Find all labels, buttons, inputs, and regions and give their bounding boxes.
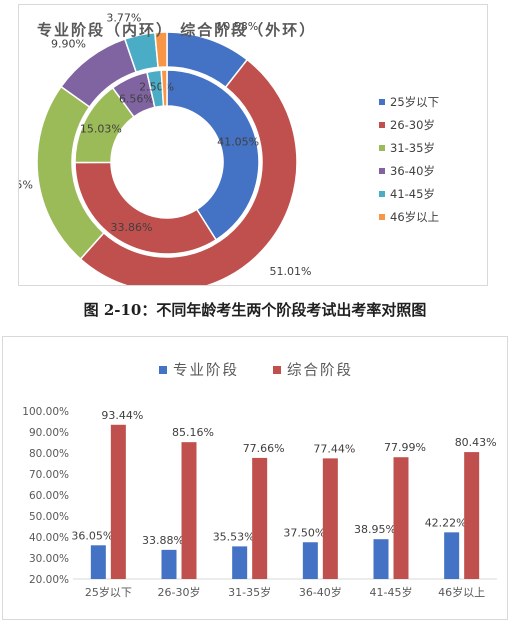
- x-tick-label: 25岁以下: [85, 585, 132, 599]
- inner-ring-slice: [74, 161, 218, 255]
- x-tick-label: 31-35岁: [228, 585, 271, 599]
- bar-professional: [444, 532, 460, 579]
- bar-data-label: 93.44%: [101, 409, 143, 422]
- donut-chart-panel: 专业阶段（内环） 综合阶段（外环） 41.05% 33.86% 15.03% 6.56…: [0, 4, 488, 293]
- legend-marker: [379, 99, 385, 105]
- bar-chart-panel: 专业阶段 综合阶段 20.00% 30.00% 40.00% 50.00% 60.00% 70…: [2, 336, 508, 620]
- legend-marker: [159, 366, 167, 374]
- y-tick-label: 60.00%: [29, 490, 69, 502]
- bar-professional: [161, 549, 177, 579]
- y-tick-label: 40.00%: [29, 532, 69, 544]
- x-tick-label: 41-45岁: [370, 585, 413, 599]
- bar-data-label: 37.50%: [283, 526, 325, 539]
- donut-chart-title: 专业阶段（内环） 综合阶段（外环）: [37, 21, 317, 39]
- legend-marker: [379, 145, 385, 151]
- bar-data-label: 38.95%: [354, 523, 396, 536]
- bar-comprehensive: [110, 424, 126, 579]
- bar-comprehensive: [322, 458, 338, 579]
- bar-data-label: 85.16%: [172, 426, 214, 439]
- legend-label: 41-45岁: [390, 187, 435, 201]
- bar-professional: [373, 539, 389, 579]
- y-tick-label: 20.00%: [29, 574, 69, 586]
- legend-label: 46岁以上: [390, 210, 439, 224]
- outer-ring-label: 51.01%: [270, 265, 312, 278]
- y-tick-label: 100.00%: [22, 406, 69, 418]
- inner-ring-slice: [160, 69, 168, 107]
- outer-ring-slice: [154, 31, 168, 69]
- bar-chart: 专业阶段 综合阶段 20.00% 30.00% 40.00% 50.00% 60.00% 70…: [22, 362, 497, 599]
- bar-comprehensive: [393, 457, 409, 579]
- bar-data-label: 33.88%: [142, 534, 184, 547]
- bar-comprehensive: [252, 457, 268, 579]
- inner-ring-slice: [166, 69, 260, 241]
- bar-data-label: 77.99%: [384, 441, 426, 454]
- inner-ring-label: 6.56%: [119, 93, 154, 106]
- y-tick-label: 90.00%: [29, 427, 69, 439]
- x-tick-label: 26-30岁: [158, 585, 201, 599]
- legend-marker: [379, 191, 385, 197]
- bar-data-label: 77.44%: [313, 442, 355, 455]
- x-tick-label: 36-40岁: [299, 585, 342, 599]
- legend-marker: [379, 168, 385, 174]
- legend-label: 专业阶段: [173, 362, 239, 379]
- bar-data-label: 35.53%: [213, 530, 255, 543]
- x-tick-label: 46岁以上: [438, 585, 485, 599]
- inner-ring-label: 15.03%: [80, 123, 122, 136]
- y-tick-label: 80.00%: [29, 448, 69, 460]
- legend-label: 31-35岁: [390, 141, 435, 155]
- outer-ring-label: 9.90%: [51, 37, 86, 50]
- inner-ring-label: 2.50%: [139, 81, 174, 94]
- outer-ring-label: 23.25%: [19, 179, 33, 192]
- donut-chart: 41.05% 33.86% 15.03% 6.56%2.50% 10.58% 51.01%…: [0, 11, 439, 293]
- bar-comprehensive: [464, 452, 480, 579]
- bar-professional: [90, 545, 106, 579]
- bar-data-label: 42.22%: [425, 516, 467, 529]
- legend-label: 26-30岁: [390, 118, 435, 132]
- inner-ring-label: 41.05%: [217, 135, 259, 148]
- legend-marker: [273, 366, 281, 374]
- outer-ring-label: 10.58%: [216, 20, 258, 33]
- legend-marker: [379, 122, 385, 128]
- y-tick-label: 50.00%: [29, 511, 69, 523]
- figure-caption: 图 2-10：不同年龄考生两个阶段考试出考率对照图: [83, 301, 427, 319]
- bar-data-label: 77.66%: [243, 442, 285, 455]
- inner-ring-label: 33.86%: [110, 221, 152, 234]
- outer-ring-label: 3.77%: [106, 11, 141, 24]
- y-tick-label: 30.00%: [29, 553, 69, 565]
- bar-professional: [232, 546, 248, 579]
- legend-label: 36-40岁: [390, 164, 435, 178]
- legend-label: 25岁以下: [390, 95, 439, 109]
- outer-ring-slice: [79, 58, 298, 293]
- bar-data-label: 36.05%: [71, 529, 113, 542]
- bar-data-label: 80.43%: [455, 436, 497, 449]
- y-tick-label: 70.00%: [29, 469, 69, 481]
- legend-label: 综合阶段: [287, 362, 353, 379]
- bar-professional: [302, 542, 318, 579]
- legend-marker: [379, 214, 385, 220]
- bar-comprehensive: [181, 442, 197, 579]
